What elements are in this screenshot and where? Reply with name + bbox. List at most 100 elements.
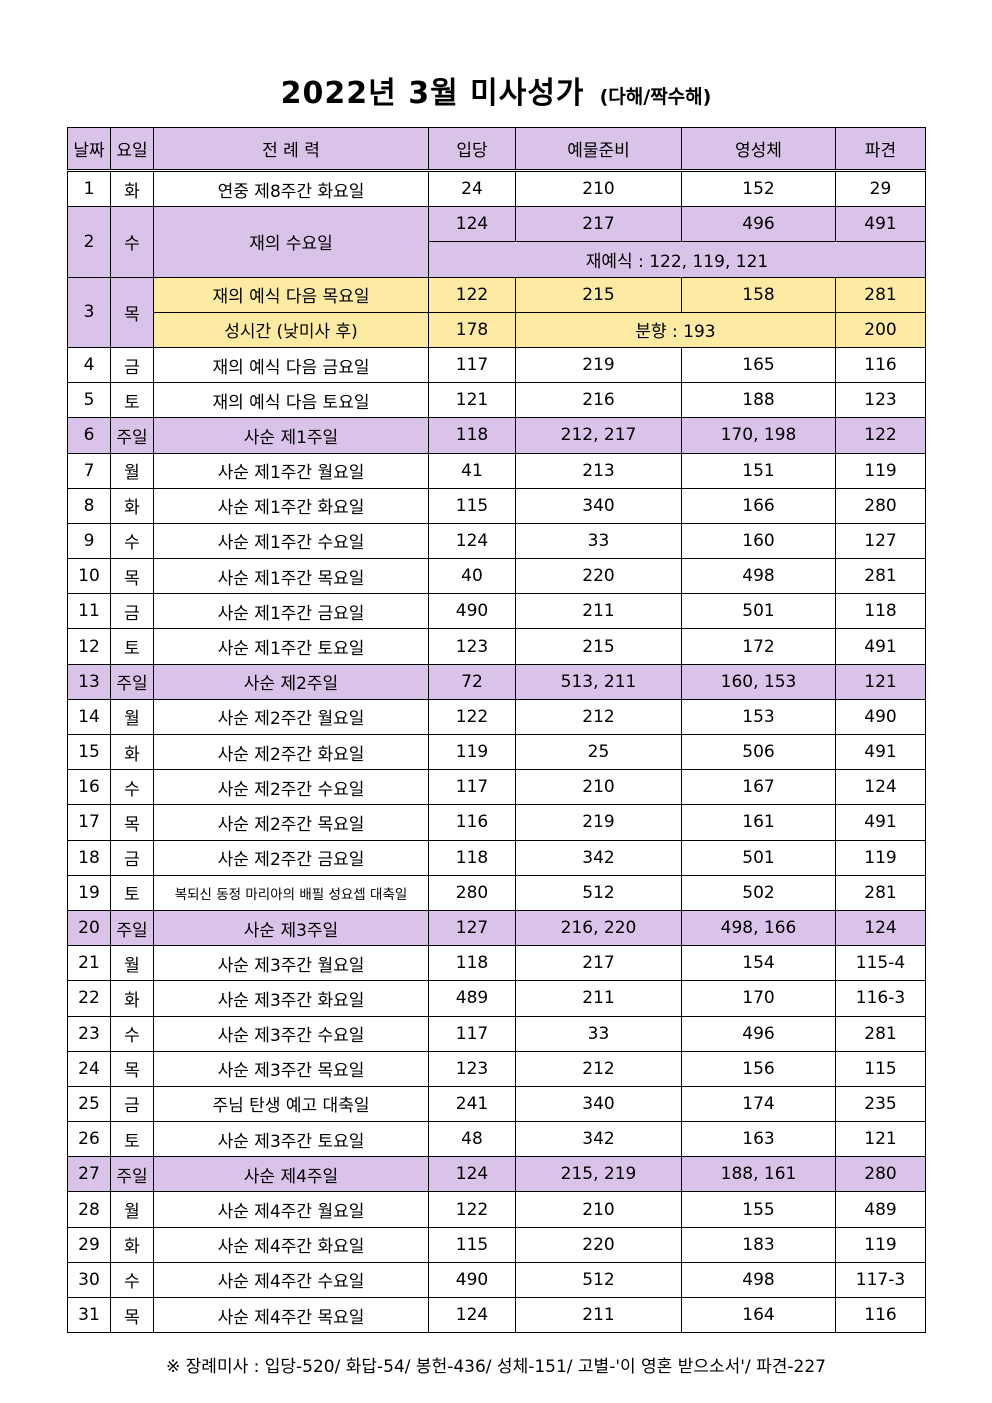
cell-dismissal: 491	[835, 733, 926, 771]
cell-offertory: 215	[515, 628, 682, 665]
cell-liturgy: 재의 예식 다음 금요일	[153, 346, 429, 384]
cell-liturgy: 사순 제3주간 월요일	[153, 945, 429, 982]
cell-dismissal: 491	[835, 206, 926, 243]
cell-offertory: 220	[515, 1226, 682, 1263]
cell-liturgy: 사순 제4주간 화요일	[153, 1226, 429, 1263]
cell-dismissal: 115-4	[835, 945, 926, 982]
table-row: 10 목 사순 제1주간 목요일 40 220 498 281	[67, 558, 926, 595]
cell-dismissal: 491	[835, 804, 926, 841]
cell-liturgy: 사순 제2주간 목요일	[153, 804, 429, 841]
cell-date: 17	[67, 804, 111, 841]
cell-communion: 165	[681, 346, 836, 384]
cell-dismissal: 489	[835, 1191, 926, 1228]
cell-communion: 496	[681, 1015, 836, 1052]
table-row: 19 토 복되신 동정 마리아의 배필 성요셉 대축일 280 512 502 281	[67, 874, 926, 911]
header-row: 날짜 요일 전 례 력 입당 예물준비 영성체 파견	[67, 127, 926, 172]
cell-offertory: 211	[515, 1296, 682, 1334]
cell-dismissal: 116	[835, 1296, 926, 1334]
cell-liturgy: 사순 제4주간 수요일	[153, 1261, 429, 1299]
cell-entrance: 124	[428, 206, 516, 243]
table-row: 28 월 사순 제4주간 월요일 122 210 155 489	[67, 1191, 926, 1228]
cell-day: 목	[110, 276, 154, 348]
cell-entrance: 122	[428, 698, 516, 736]
cell-day: 주일	[110, 663, 154, 700]
cell-offertory: 219	[515, 804, 682, 841]
cell-entrance: 490	[428, 593, 516, 630]
cell-date: 13	[67, 663, 111, 700]
mass-hymn-table: 날짜 요일 전 례 력 입당 예물준비 영성체 파견 1 화 연중 제8주간 화…	[67, 127, 926, 1334]
header-date: 날짜	[67, 127, 111, 172]
title-main: 2022년 3월 미사성가	[280, 76, 585, 111]
page-title: 2022년 3월 미사성가 (다해/짝수해)	[0, 68, 992, 112]
cell-liturgy: 사순 제1주간 금요일	[153, 593, 429, 630]
cell-dismissal: 281	[835, 558, 926, 595]
cell-day: 월	[110, 452, 154, 489]
cell-dismissal: 116	[835, 346, 926, 384]
cell-offertory: 33	[515, 522, 682, 560]
cell-day: 금	[110, 839, 154, 876]
cell-entrance: 121	[428, 382, 516, 419]
cell-liturgy: 사순 제4주일	[153, 1156, 429, 1193]
cell-date: 24	[67, 1050, 111, 1087]
cell-date: 28	[67, 1191, 111, 1228]
cell-liturgy: 사순 제4주간 월요일	[153, 1191, 429, 1228]
cell-date: 6	[67, 417, 111, 454]
cell-dismissal: 119	[835, 452, 926, 489]
cell-day: 주일	[110, 417, 154, 454]
cell-date: 25	[67, 1085, 111, 1123]
cell-offertory: 215	[515, 276, 682, 313]
table-row: 24 목 사순 제3주간 목요일 123 212 156 115	[67, 1050, 926, 1087]
cell-communion: 156	[681, 1050, 836, 1087]
cell-dismissal: 121	[835, 663, 926, 700]
cell-dismissal: 119	[835, 839, 926, 876]
cell-dismissal: 118	[835, 593, 926, 630]
cell-offertory: 512	[515, 874, 682, 911]
table-row: 30 수 사순 제4주간 수요일 490 512 498 117-3	[67, 1261, 926, 1299]
cell-offertory: 212, 217	[515, 417, 682, 454]
cell-day: 수	[110, 769, 154, 806]
table-row-holy-hour: 성시간 (낮미사 후) 178 분향 : 193 200	[68, 311, 926, 348]
cell-liturgy: 사순 제2주일	[153, 663, 429, 700]
cell-day: 금	[110, 1085, 154, 1123]
cell-offertory: 212	[515, 1050, 682, 1087]
cell-liturgy: 사순 제1주간 목요일	[153, 558, 429, 595]
cell-date: 29	[67, 1226, 111, 1263]
table-row: 31 목 사순 제4주간 목요일 124 211 164 116	[67, 1296, 926, 1334]
cell-entrance: 118	[428, 417, 516, 454]
cell-date: 1	[67, 169, 111, 208]
cell-dismissal: 119	[835, 1226, 926, 1263]
cell-date: 2	[67, 206, 111, 278]
cell-communion: 154	[681, 945, 836, 982]
table-row: 26 토 사순 제3주간 토요일 48 342 163 121	[67, 1121, 926, 1158]
header-communion: 영성체	[681, 127, 836, 172]
cell-date: 31	[67, 1296, 111, 1334]
cell-offertory: 513, 211	[515, 663, 682, 700]
cell-communion: 160	[681, 522, 836, 560]
cell-dismissal: 491	[835, 628, 926, 665]
cell-entrance: 115	[428, 487, 516, 524]
cell-offertory: 210	[515, 1191, 682, 1228]
cell-day: 수	[110, 1015, 154, 1052]
cell-dismissal: 490	[835, 698, 926, 736]
cell-communion: 170	[681, 980, 836, 1017]
title-sub: (다해/짝수해)	[599, 86, 712, 108]
cell-dismissal: 124	[835, 909, 926, 947]
cell-day: 수	[110, 206, 154, 278]
table-row: 8 화 사순 제1주간 화요일 115 340 166 280	[67, 487, 926, 524]
cell-communion: 498	[681, 558, 836, 595]
cell-communion: 167	[681, 769, 836, 806]
cell-communion: 152	[681, 169, 836, 208]
cell-entrance: 117	[428, 769, 516, 806]
cell-incense: 분향 : 193	[515, 311, 836, 348]
cell-liturgy: 사순 제1주간 월요일	[153, 452, 429, 489]
cell-date: 14	[67, 698, 111, 736]
cell-date: 18	[67, 839, 111, 876]
table-row: 27 주일 사순 제4주일 124 215, 219 188, 161 280	[67, 1156, 926, 1193]
cell-offertory: 340	[515, 487, 682, 524]
cell-liturgy: 사순 제3주간 목요일	[153, 1050, 429, 1087]
cell-offertory: 210	[515, 169, 682, 208]
cell-day: 화	[110, 733, 154, 771]
cell-dismissal: 124	[835, 769, 926, 806]
cell-entrance: 122	[428, 1191, 516, 1228]
cell-date: 20	[67, 909, 111, 947]
